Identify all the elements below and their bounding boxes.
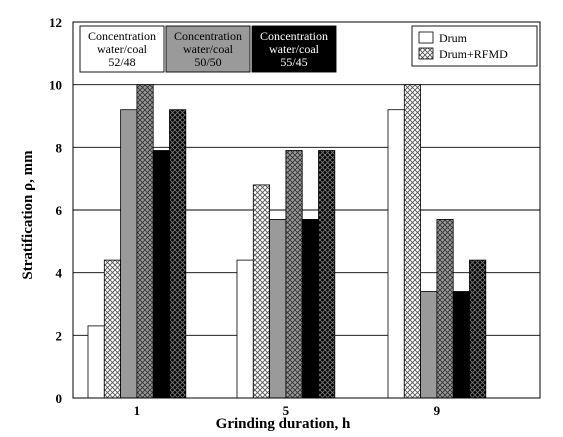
bar — [387, 109, 405, 399]
legend-swatch — [418, 47, 434, 60]
bar — [318, 150, 336, 399]
bar — [285, 150, 303, 399]
bar — [452, 291, 470, 399]
plot-area-frame — [72, 21, 541, 399]
concentration-label: 50/50 — [194, 55, 221, 69]
concentration-label: water/coal — [97, 42, 148, 56]
concentration-label: 55/45 — [280, 55, 307, 69]
legend-swatch — [418, 31, 434, 44]
bar — [403, 84, 421, 399]
bar — [236, 259, 254, 399]
concentration-box — [251, 25, 337, 73]
concentration-box — [165, 25, 251, 73]
bar — [136, 84, 154, 399]
y-tick-label: 10 — [49, 78, 62, 93]
bar — [169, 109, 187, 399]
legend-label: Drum+RFMD — [439, 47, 508, 61]
bars — [87, 84, 487, 399]
bar — [103, 259, 122, 399]
y-axis-title: Stratification ρ, mm — [20, 150, 36, 280]
y-tick-label: 0 — [56, 391, 63, 406]
concentration-label: Concentration — [260, 29, 328, 43]
y-tick-label: 6 — [56, 203, 63, 218]
y-tick-label: 12 — [49, 15, 62, 30]
x-axis-title: Grinding duration, h — [216, 416, 351, 432]
bar — [420, 291, 438, 399]
concentration-label: water/coal — [183, 42, 234, 56]
bar — [269, 218, 287, 399]
legend: Drum Drum+RFMD — [411, 25, 538, 67]
bar — [87, 325, 105, 399]
bar — [120, 109, 138, 399]
bar — [436, 218, 454, 399]
concentration-label: Concentration — [88, 29, 156, 43]
concentration-box — [79, 25, 165, 73]
concentration-label: Concentration — [174, 29, 242, 43]
bar — [152, 150, 170, 399]
bar — [469, 259, 487, 399]
bar — [252, 184, 271, 399]
legend-label: Drum — [439, 31, 468, 45]
y-tick-label: 2 — [56, 328, 63, 343]
x-tick-label: 5 — [283, 403, 290, 418]
axes: 0 2 4 6 8 10 12 1 5 9 Grinding duration, h Stratifi… — [20, 15, 441, 432]
concentration-label: 52/48 — [108, 55, 135, 69]
y-tick-label: 4 — [56, 266, 63, 281]
y-tick-label: 8 — [56, 140, 63, 155]
x-tick-label: 9 — [434, 403, 441, 418]
x-tick-label: 1 — [134, 403, 141, 418]
concentration-legend: Concentrationwater/coal52/48Concentratio… — [79, 25, 337, 73]
bar — [301, 218, 319, 399]
concentration-label: water/coal — [269, 42, 320, 56]
